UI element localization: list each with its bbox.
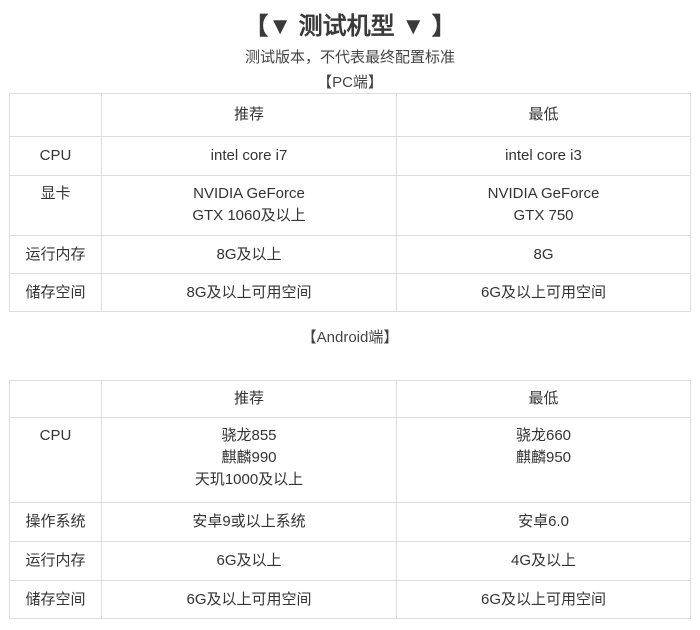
table-header-row: 推荐 最低 — [9, 380, 691, 418]
table-header-row: 推荐 最低 — [9, 93, 691, 137]
table-row: 储存空间 8G及以上可用空间 6G及以上可用空间 — [9, 273, 691, 312]
recommended-cell: 8G及以上 — [101, 235, 397, 274]
recommended-cell: intel core i7 — [101, 136, 397, 176]
recommended-cell: 安卓9或以上系统 — [101, 502, 397, 542]
header-cell: 推荐 — [101, 380, 397, 418]
spec-line: 天玑1000及以上 — [194, 471, 304, 488]
spec-line: 6G及以上可用空间 — [480, 283, 606, 301]
header-cell: 最低 — [396, 380, 691, 418]
table-row: 运行内存 8G及以上 8G — [9, 235, 691, 274]
table-row: 储存空间 6G及以上可用空间 6G及以上可用空间 — [9, 580, 691, 619]
minimum-cell: 骁龙660 麒麟950 — [396, 417, 691, 503]
recommended-cell: 6G及以上 — [101, 541, 397, 581]
spec-line: 安卓9或以上系统 — [192, 513, 306, 530]
spec-line: 安卓6.0 — [518, 513, 569, 530]
minimum-cell: NVIDIA GeForce GTX 750 — [396, 175, 691, 236]
spec-line: 6G及以上 — [216, 552, 282, 569]
spec-line: 4G及以上 — [510, 552, 576, 569]
recommended-cell: 6G及以上可用空间 — [101, 580, 397, 619]
spec-line: 6G及以上可用空间 — [186, 590, 312, 608]
row-label: CPU — [9, 417, 102, 503]
row-label: 储存空间 — [9, 580, 102, 619]
header-cell: 最低 — [396, 93, 691, 137]
android-section-label: 【Android端】 — [301, 329, 399, 346]
spec-line: intel core i7 — [210, 147, 288, 164]
header-cell — [9, 93, 102, 137]
spec-line: intel core i3 — [505, 147, 582, 164]
spec-line: NVIDIA GeForce — [487, 185, 600, 202]
spec-line: NVIDIA GeForce — [193, 185, 305, 202]
minimum-cell: intel core i3 — [396, 136, 691, 176]
spec-line: 麒麟950 — [515, 449, 572, 466]
spec-line: GTX 1060及以上 — [192, 207, 306, 224]
header-cell: 推荐 — [101, 93, 397, 137]
table-row: CPU intel core i7 intel core i3 — [9, 136, 691, 176]
spec-line: 8G及以上 — [216, 245, 282, 263]
table-row: CPU 骁龙855 麒麟990 天玑1000及以上 骁龙660 麒麟950 — [9, 417, 691, 503]
recommended-cell: NVIDIA GeForce GTX 1060及以上 — [101, 175, 397, 236]
page-title: 【▼ 测试机型 ▼ 】 — [244, 13, 456, 40]
spec-line: GTX 750 — [513, 207, 574, 224]
minimum-cell: 4G及以上 — [396, 541, 691, 581]
row-label: 运行内存 — [9, 541, 102, 581]
row-label: 显卡 — [9, 175, 102, 236]
table-row: 运行内存 6G及以上 4G及以上 — [9, 541, 691, 581]
subtitle: 测试版本，不代表最终配置标准 — [244, 49, 455, 66]
pc-spec-table: 推荐 最低 CPU intel core i7 intel core i3 显卡 NVIDI… — [9, 93, 691, 312]
minimum-cell: 6G及以上可用空间 — [396, 273, 691, 312]
recommended-cell: 骁龙855 麒麟990 天玑1000及以上 — [101, 417, 397, 503]
spec-line: 麒麟990 — [221, 449, 277, 466]
header-cell — [9, 380, 102, 418]
recommended-cell: 8G及以上可用空间 — [101, 273, 397, 312]
row-label: CPU — [9, 136, 102, 176]
spec-line: 6G及以上可用空间 — [480, 590, 606, 608]
minimum-cell: 安卓6.0 — [396, 502, 691, 542]
spec-line: 8G — [533, 245, 554, 263]
minimum-cell: 8G — [396, 235, 691, 274]
table-row: 操作系统 安卓9或以上系统 安卓6.0 — [9, 502, 691, 542]
table-row: 显卡 NVIDIA GeForce GTX 1060及以上 NVIDIA GeForc… — [9, 175, 691, 236]
spec-line: 骁龙855 — [221, 427, 277, 444]
pc-section-label: 【PC端】 — [317, 74, 383, 91]
row-label: 操作系统 — [9, 502, 102, 542]
row-label: 储存空间 — [9, 273, 102, 312]
spec-line: 8G及以上可用空间 — [186, 283, 312, 301]
spec-line: 骁龙660 — [515, 427, 572, 444]
android-spec-table: 推荐 最低 CPU 骁龙855 麒麟990 天玑1000及以上 骁龙660 麒麟950 操作系统… — [9, 380, 691, 619]
minimum-cell: 6G及以上可用空间 — [396, 580, 691, 619]
row-label: 运行内存 — [9, 235, 102, 274]
